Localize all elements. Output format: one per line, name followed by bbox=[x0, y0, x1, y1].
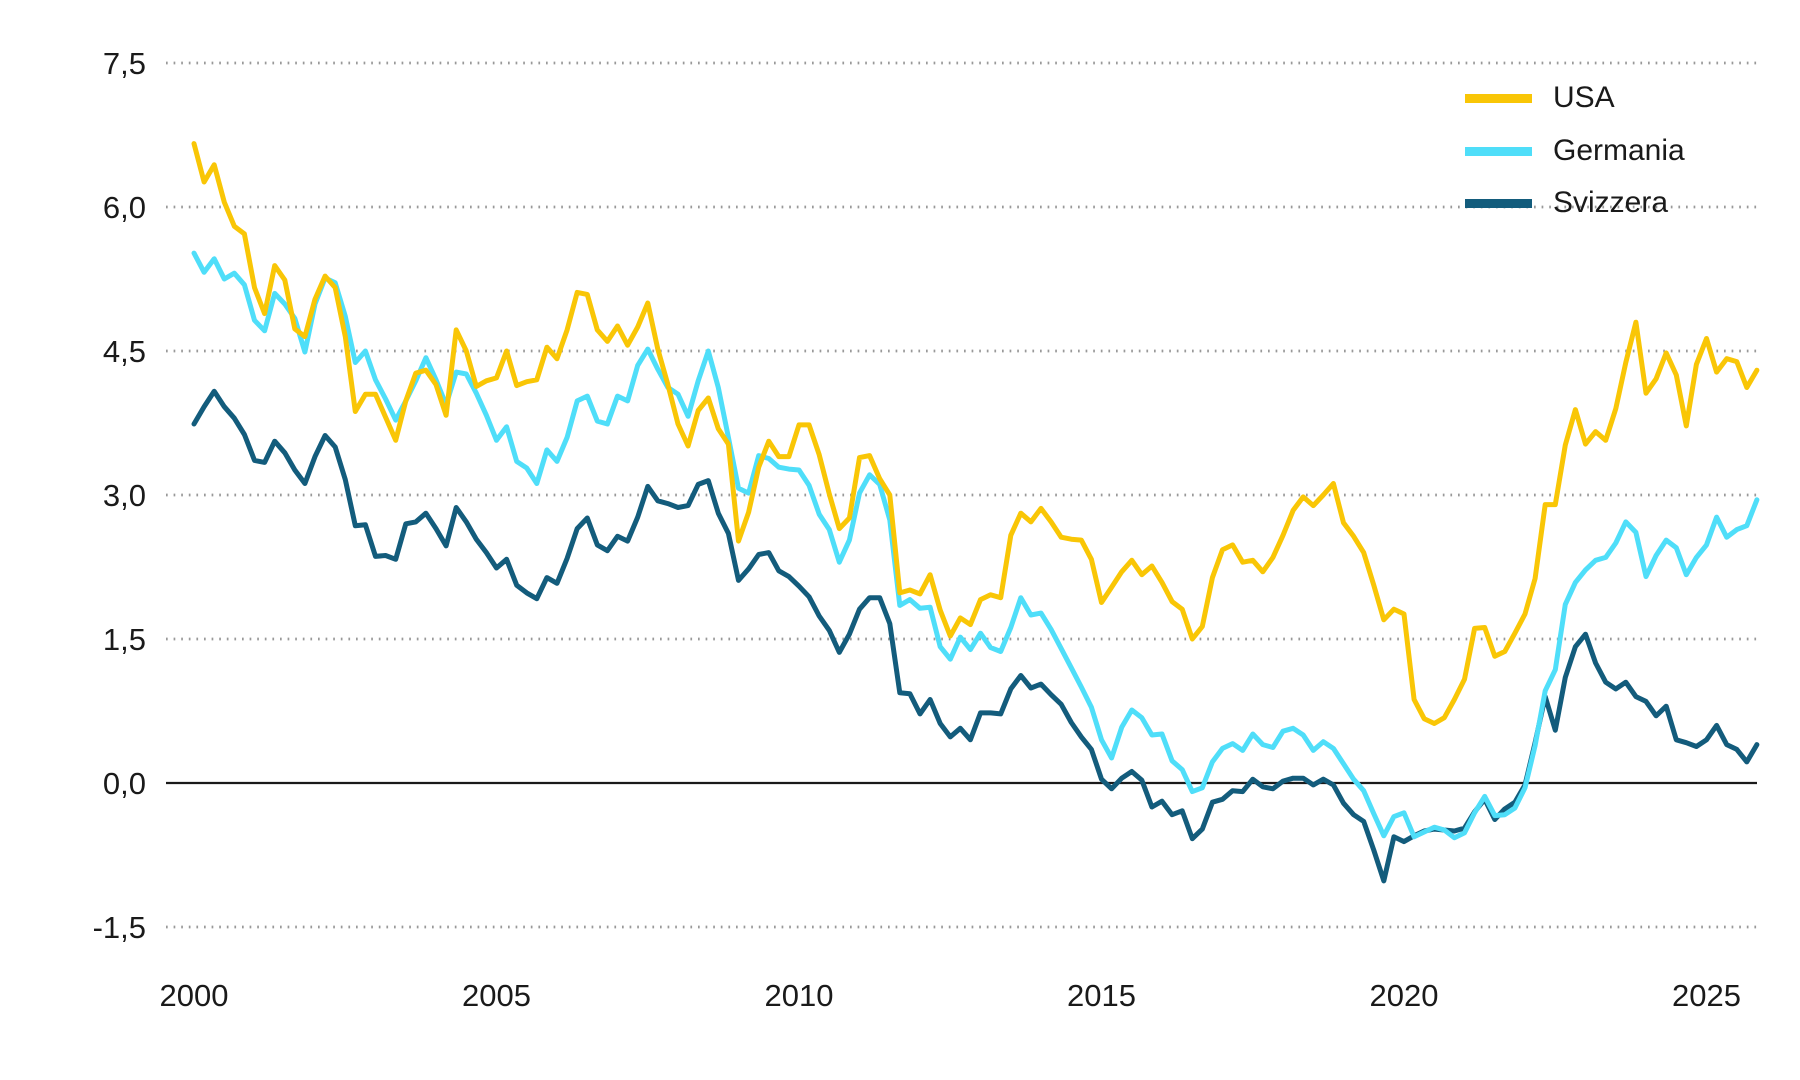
y-tick-label: 0,0 bbox=[103, 766, 146, 801]
y-tick-label: -1,5 bbox=[93, 910, 146, 945]
gridlines bbox=[166, 61, 1757, 929]
legend-item-svizzera: Svizzera bbox=[1465, 188, 1668, 218]
x-tick-label: 2010 bbox=[765, 978, 834, 1013]
line-usa bbox=[191, 141, 1760, 726]
legend-item-germania: Germania bbox=[1465, 136, 1685, 166]
x-tick-label: 2025 bbox=[1672, 978, 1741, 1013]
x-tick-label: 2015 bbox=[1067, 978, 1136, 1013]
x-tick-label: 2000 bbox=[160, 978, 229, 1013]
x-tick-label: 2020 bbox=[1370, 978, 1439, 1013]
line-svizzera bbox=[191, 388, 1760, 884]
y-tick-label: 7,5 bbox=[103, 46, 146, 81]
legend-label-svizzera: Svizzera bbox=[1553, 186, 1669, 219]
y-tick-label: 6,0 bbox=[103, 190, 146, 225]
legend-label-germania: Germania bbox=[1553, 134, 1685, 167]
series-lines bbox=[191, 141, 1760, 884]
legend-item-usa: USA bbox=[1465, 83, 1615, 113]
legend-swatch-svizzera bbox=[1465, 198, 1532, 208]
line-germania bbox=[191, 250, 1760, 841]
y-tick-label: 3,0 bbox=[103, 478, 146, 513]
x-tick-label: 2005 bbox=[462, 978, 531, 1013]
legend-swatch-germania bbox=[1465, 146, 1532, 156]
legend-label-usa: USA bbox=[1553, 81, 1615, 114]
x-axis-labels: 2000 2005 2010 2015 2020 2025 bbox=[160, 978, 1741, 1013]
y-tick-label: 1,5 bbox=[103, 622, 146, 657]
y-tick-label: 4,5 bbox=[103, 334, 146, 369]
y-axis-labels: 7,5 6,0 4,5 3,0 1,5 0,0 -1,5 bbox=[93, 46, 146, 945]
legend-swatch-usa bbox=[1465, 93, 1532, 103]
